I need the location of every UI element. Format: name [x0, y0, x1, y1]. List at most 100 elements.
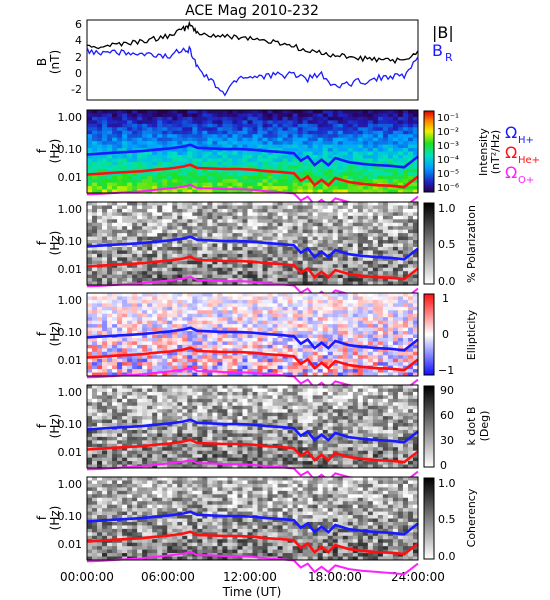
- heatmap-cell: [182, 182, 188, 187]
- heatmap-cell: [92, 457, 98, 462]
- heatmap-cell: [322, 271, 329, 276]
- heatmap-cell: [352, 182, 359, 187]
- heatmap-cell: [212, 299, 218, 304]
- heatmap-cell: [327, 148, 334, 152]
- heatmap-cell: [182, 161, 188, 166]
- heatmap-cell: [87, 419, 93, 424]
- heatmap-cell: [242, 137, 248, 142]
- heatmap-cell: [162, 161, 168, 166]
- heatmap-cell: [377, 344, 384, 349]
- heatmap-cell: [182, 113, 188, 118]
- heatmap-cell: [252, 186, 258, 190]
- heatmap-cell: [107, 134, 113, 139]
- heatmap-cell: [87, 208, 93, 213]
- heatmap-cell: [307, 267, 314, 272]
- heatmap-cell: [377, 154, 384, 159]
- heatmap-cell: [157, 222, 163, 227]
- heatmap-cell: [357, 186, 364, 190]
- heatmap-cell: [352, 127, 359, 132]
- heatmap-cell: [87, 317, 93, 322]
- heatmap-cell: [382, 110, 389, 114]
- heatmap-cell: [87, 260, 93, 265]
- heatmap-cell: [227, 341, 233, 346]
- heatmap-cell: [252, 134, 258, 139]
- heatmap-cell: [392, 317, 399, 322]
- heatmap-cell: [297, 141, 304, 145]
- heatmap-cell: [142, 161, 148, 166]
- heatmap-cell: [227, 141, 233, 145]
- heatmap-cell: [287, 148, 294, 152]
- heatmap-cell: [122, 148, 128, 152]
- heatmap-cell: [112, 348, 118, 353]
- heatmap-cell: [97, 358, 103, 363]
- heatmap-cell: [222, 313, 228, 318]
- heatmap-cell: [257, 215, 263, 220]
- heatmap-cell: [167, 154, 173, 159]
- heatmap-cell: [237, 116, 243, 121]
- heatmap-cell: [357, 158, 364, 163]
- heatmap-cell: [117, 395, 123, 400]
- heatmap-cell: [237, 215, 243, 220]
- heatmap-cell: [352, 172, 359, 177]
- heatmap-cell: [112, 222, 118, 227]
- heatmap-cell: [177, 172, 183, 177]
- heatmap-cell: [142, 306, 148, 311]
- heatmap-cell: [227, 253, 233, 258]
- heatmap-cell: [347, 337, 354, 342]
- heatmap-cell: [162, 281, 168, 286]
- heatmap-cell: [107, 274, 113, 279]
- heatmap-cell: [357, 189, 364, 194]
- heatmap-cell: [292, 331, 299, 335]
- heatmap-cell: [387, 137, 394, 142]
- heatmap-cell: [337, 337, 344, 342]
- heatmap-cell: [392, 182, 399, 187]
- field-ytick-label-2: 2: [75, 51, 82, 64]
- heatmap-cell: [147, 358, 153, 363]
- heatmap-cell: [92, 250, 98, 255]
- heatmap-cell: [202, 331, 208, 335]
- heatmap-cell: [227, 236, 233, 241]
- heatmap-cell: [307, 141, 314, 145]
- heatmap-cell: [122, 303, 128, 308]
- heatmap-cell: [92, 281, 98, 286]
- heatmap-cell: [352, 365, 359, 370]
- heatmap-cell: [182, 222, 188, 227]
- heatmap-cell: [397, 168, 404, 173]
- heatmap-cell: [112, 215, 118, 220]
- heatmap-cell: [107, 313, 113, 318]
- heatmap-cell: [117, 158, 123, 163]
- heatmap-cell: [237, 341, 243, 346]
- heatmap-cell: [177, 233, 183, 237]
- heatmap-cell: [147, 229, 153, 234]
- heatmap-cell: [322, 369, 329, 373]
- heatmap-cell: [197, 267, 203, 272]
- heatmap-cell: [382, 299, 389, 304]
- heatmap-cell: [307, 137, 314, 142]
- heatmap-cell: [132, 158, 138, 163]
- heatmap-cell: [252, 120, 258, 125]
- heatmap-cell: [142, 172, 148, 177]
- heatmap-cell: [252, 365, 258, 370]
- heatmap-cell: [302, 127, 309, 132]
- heatmap-cell: [122, 348, 128, 353]
- heatmap-cell: [297, 344, 304, 349]
- heatmap-cell: [262, 253, 268, 258]
- heatmap-cell: [217, 320, 223, 325]
- heatmap-cell: [177, 212, 183, 217]
- heatmap-cell: [152, 226, 158, 231]
- heatmap-cell: [347, 278, 354, 282]
- heatmap-cell: [382, 344, 389, 349]
- heatmap-cell: [292, 320, 299, 325]
- heatmap-cell: [127, 182, 133, 187]
- heatmap-cell: [217, 243, 223, 248]
- heatmap-cell: [402, 293, 409, 297]
- heatmap-cell: [392, 274, 399, 279]
- heatmap-cell: [302, 215, 309, 220]
- heatmap-cell: [132, 110, 138, 114]
- heatmap-cell: [402, 267, 409, 272]
- heatmap-cell: [377, 113, 384, 118]
- heatmap-cell: [317, 355, 324, 360]
- heatmap-cell: [232, 186, 238, 190]
- heatmap-cell: [137, 296, 143, 301]
- heatmap-cell: [107, 161, 113, 166]
